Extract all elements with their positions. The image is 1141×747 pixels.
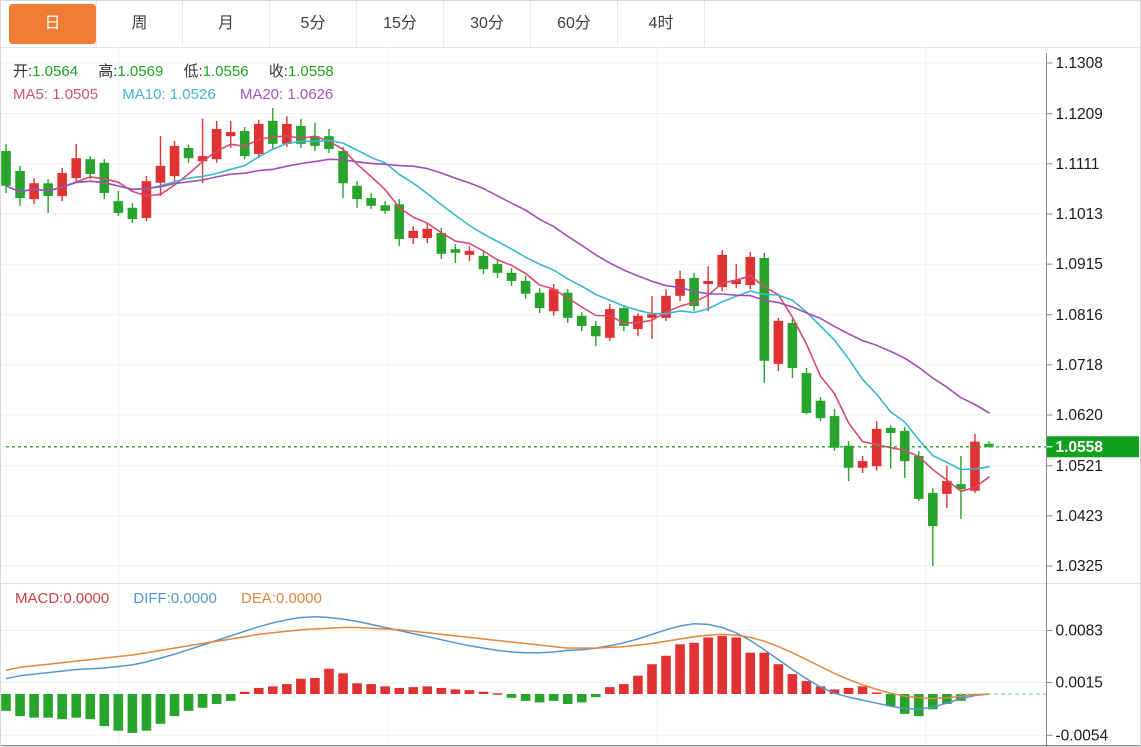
bottom-border (1, 745, 1140, 746)
open-label: 开: (13, 63, 33, 80)
macd-chart-canvas[interactable]: 0.0083 0.0015 -0.0054 (1, 583, 1141, 747)
svg-text:1.0521: 1.0521 (1056, 458, 1103, 475)
tab-15min[interactable]: 15分 (357, 1, 444, 46)
ohlc-readout: 开:1.0564 高:1.0569 低:1.0556 收:1.0558 (13, 60, 350, 81)
dea-value: 0.0000 (275, 590, 322, 607)
svg-text:1.1209: 1.1209 (1056, 106, 1103, 123)
svg-text:1.0325: 1.0325 (1056, 558, 1103, 575)
ma20-label: MA20: (239, 86, 284, 103)
tab-30min[interactable]: 30分 (444, 1, 531, 46)
ma10-line (5, 139, 990, 471)
tab-month[interactable]: 月 (183, 1, 270, 46)
high-value: 1.0569 (117, 63, 164, 80)
close-value: 1.0558 (287, 63, 334, 80)
macd-label: MACD: (15, 590, 64, 607)
tab-5min[interactable]: 5分 (270, 1, 357, 46)
svg-text:1.1308: 1.1308 (1056, 55, 1103, 72)
diff-line (5, 616, 990, 711)
dea-label: DEA: (240, 590, 276, 607)
dea-line (5, 626, 990, 700)
tab-week[interactable]: 周 (96, 1, 183, 46)
ma20-value: 1.0626 (287, 86, 334, 103)
svg-text:1.0915: 1.0915 (1056, 256, 1103, 273)
high-label: 高: (98, 63, 118, 80)
open-value: 1.0564 (32, 63, 79, 80)
svg-text:1.1111: 1.1111 (1056, 156, 1100, 173)
ma10-value: 1.0526 (169, 86, 216, 103)
current-price-tag: 1.0558 (1046, 436, 1139, 458)
ma10-label: MA10: (122, 86, 166, 103)
macd-readout: MACD:0.0000 DIFF:0.0000 DEA:0.0000 (15, 590, 342, 607)
svg-text:1.0816: 1.0816 (1056, 307, 1103, 324)
svg-text:0.0083: 0.0083 (1056, 623, 1103, 640)
svg-text:1.0620: 1.0620 (1056, 407, 1104, 424)
timeframe-toolbar: 日周月 5分 15分 30分 60分 4时 (1, 1, 1140, 48)
tab-60min[interactable]: 60分 (531, 1, 618, 46)
tab-day[interactable]: 日 (9, 4, 96, 44)
svg-text:1.0423: 1.0423 (1056, 508, 1103, 525)
svg-text:0.0015: 0.0015 (1056, 675, 1103, 692)
candlestick-chart-canvas[interactable]: 1.1308 1.1209 1.1111 1.1013 1.0915 1.0816 1.07… (1, 47, 1141, 583)
macd-histogram (1, 635, 980, 733)
candlesticks (1, 108, 994, 566)
low-value: 1.0556 (202, 63, 249, 80)
ma20-line (5, 158, 990, 414)
low-label: 低: (183, 63, 203, 80)
close-label: 收: (268, 63, 288, 80)
ma5-label: MA5: (13, 86, 49, 103)
diff-value: 0.0000 (170, 590, 217, 607)
ma-readout: MA5: 1.0505 MA10: 1.0526 MA20: 1.0626 (13, 86, 353, 103)
svg-text:1.1013: 1.1013 (1056, 206, 1103, 223)
svg-text:1.0558: 1.0558 (1056, 439, 1104, 456)
macd-value: 0.0000 (63, 590, 110, 607)
macd-axis: 0.0083 0.0015 -0.0054 (1046, 583, 1109, 746)
svg-text:-0.0054: -0.0054 (1056, 727, 1109, 744)
svg-text:1.0718: 1.0718 (1056, 357, 1103, 374)
tab-4hour[interactable]: 4时 (618, 1, 705, 46)
ma5-value: 1.0505 (52, 86, 99, 103)
price-gridlines (1, 47, 1046, 583)
price-axis: 1.1308 1.1209 1.1111 1.1013 1.0915 1.0816 1.07… (1046, 53, 1104, 583)
ma5-line (5, 135, 990, 493)
diff-label: DIFF: (133, 590, 171, 607)
